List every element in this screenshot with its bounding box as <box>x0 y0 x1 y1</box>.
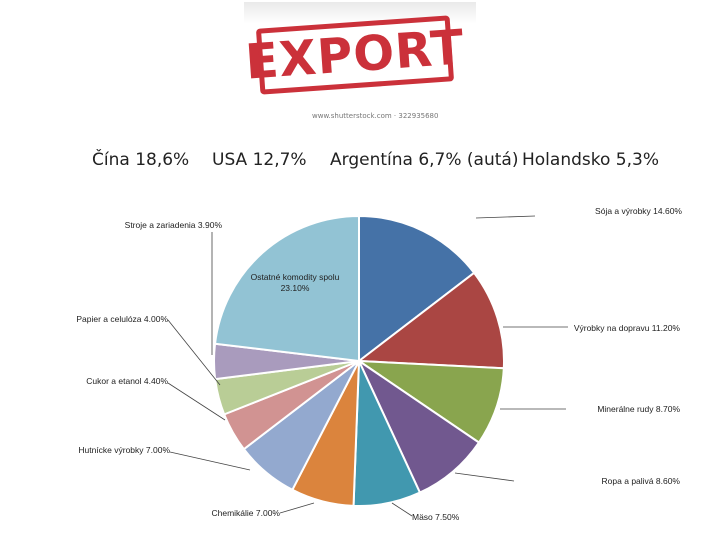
slice-label-sugar: Cukor a etanol 4.40% <box>86 376 168 386</box>
export-stamp-logo: EXPORT www.shutterstock.com · 322935680 <box>240 0 480 130</box>
country-netherlands: Holandsko 5,3% <box>522 150 659 170</box>
leader-line-soy <box>475 215 536 219</box>
slice-label-machinery: Stroje a zariadenia 3.90% <box>125 220 223 230</box>
slice-label-meat: Mäso 7.50% <box>412 512 460 522</box>
leader-line-sugar <box>167 382 226 421</box>
country-usa: USA 12,7% <box>212 150 307 170</box>
slice-label-steel: Hutnícke výrobky 7.00% <box>78 445 170 455</box>
pie-slice-transport <box>356 271 505 370</box>
slice-label-soy: Sója a výrobky 14.60% <box>595 206 682 216</box>
leader-line-oil <box>454 472 515 482</box>
pie-slice-soy <box>358 214 476 364</box>
pie-slice-other <box>213 214 360 363</box>
slice-label-chemicals: Chemikálie 7.00% <box>211 508 280 518</box>
country-argentina: Argentína 6,7% (autá) <box>330 150 519 170</box>
slice-label-ores: Minerálne rudy 8.70% <box>597 404 680 414</box>
leader-line-paper <box>167 319 221 386</box>
slice-label-transport: Výrobky na dopravu 11.20% <box>574 323 681 333</box>
slice-label-paper: Papier a celulóza 4.00% <box>76 314 168 324</box>
leader-line-chemicals <box>279 502 315 514</box>
leader-line-steel <box>169 451 251 471</box>
stamp-credit: www.shutterstock.com · 322935680 <box>312 112 439 120</box>
slice-label-other: Ostatné komodity spolu 23.10% <box>251 272 340 293</box>
slice-label-oil: Ropa a palivá 8.60% <box>602 476 681 486</box>
stamp-background <box>244 2 476 24</box>
leader-line-meat <box>391 502 413 517</box>
country-china: Čína 18,6% <box>92 150 190 170</box>
